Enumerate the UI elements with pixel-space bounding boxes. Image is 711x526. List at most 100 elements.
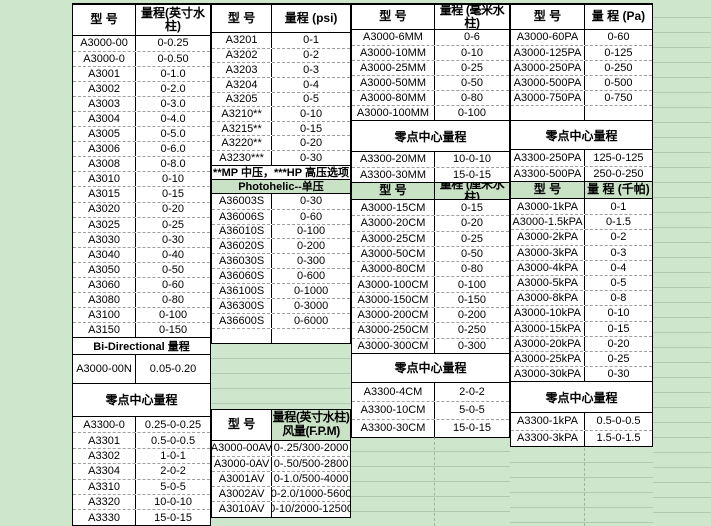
model-cell[interactable]: A3203 [212, 63, 273, 77]
model-cell[interactable]: A3000-80CM [352, 262, 435, 277]
range-cell[interactable]: 0-6 [464, 31, 480, 44]
model-cell[interactable]: A3000-5kPA [511, 275, 585, 291]
model-cell[interactable]: A3000-4kPA [511, 260, 585, 275]
model-cell[interactable]: A3001 [73, 67, 137, 82]
column-header-model[interactable]: 型 号 [73, 5, 137, 35]
range-cell[interactable]: 0-200 [457, 309, 487, 322]
range-cell[interactable] [585, 106, 652, 120]
range-cell[interactable]: 0-60 [162, 278, 185, 291]
model-cell[interactable]: A3020 [73, 202, 137, 217]
model-cell[interactable]: A3000-8kPA [511, 291, 585, 306]
model-cell[interactable]: A3000-125PA [511, 46, 585, 60]
model-cell[interactable]: A36020S [212, 239, 273, 254]
range-cell[interactable]: 0-1 [610, 200, 627, 213]
model-cell[interactable]: A3301 [73, 433, 137, 448]
range-cell[interactable]: 0-.50/500-2800 [273, 457, 349, 470]
model-cell[interactable]: A3310 [73, 479, 137, 495]
range-cell[interactable]: 0-5 [303, 93, 320, 106]
range-cell[interactable]: 0-125 [604, 46, 633, 59]
range-cell[interactable]: 0-8.0 [160, 158, 186, 171]
column-header-model[interactable]: 型 号 [352, 183, 435, 199]
range-cell[interactable]: 0-25 [607, 352, 630, 365]
range-cell[interactable]: 0-300 [297, 255, 326, 268]
range-cell[interactable]: 10-0-10 [453, 153, 491, 166]
range-cell[interactable]: 0-1000 [293, 285, 329, 297]
model-cell[interactable]: A3005 [73, 127, 137, 142]
range-cell[interactable]: 0-0.50 [157, 53, 189, 66]
range-cell[interactable]: 0-4.0 [160, 113, 186, 126]
range-cell[interactable]: 0-10 [460, 46, 483, 59]
model-cell[interactable]: A3000-100MM [352, 106, 435, 120]
range-cell[interactable]: 0-1.5 [605, 216, 632, 229]
model-cell[interactable]: A3000-50CM [352, 246, 435, 262]
model-cell[interactable]: A3000-80MM [352, 91, 435, 105]
model-cell[interactable]: A3000-2kPA [511, 230, 585, 245]
range-cell[interactable]: 0-15 [300, 122, 323, 135]
range-cell[interactable]: 0.05-0.20 [149, 362, 197, 375]
model-cell[interactable]: A3000-20kPA [511, 336, 585, 351]
range-cell[interactable]: 0-3.0 [160, 98, 186, 111]
range-cell[interactable]: 0-40 [162, 248, 185, 261]
model-cell[interactable]: A3304 [73, 464, 137, 479]
model-cell[interactable]: A3080 [73, 292, 137, 307]
range-cell[interactable]: 0-3 [303, 64, 320, 77]
model-cell[interactable]: A3230*** [212, 151, 273, 165]
model-cell[interactable]: A3000-1.5kPA [511, 215, 585, 230]
model-cell[interactable]: A3000-1kPA [511, 199, 585, 215]
column-header-model[interactable]: 型 号 [511, 182, 585, 198]
range-cell[interactable]: 0-30 [300, 195, 323, 208]
range-cell[interactable]: 0-10 [300, 107, 323, 120]
model-cell[interactable]: A3002 [73, 82, 137, 97]
range-cell[interactable]: 0-15 [607, 322, 630, 335]
range-cell[interactable]: 0-6000 [293, 314, 329, 327]
range-cell[interactable]: 0-20 [607, 337, 630, 350]
model-cell[interactable]: A3000-6MM [352, 30, 435, 45]
model-cell[interactable]: A3300-10CM [352, 401, 435, 419]
column-header-range[interactable]: 量 程 (千帕) [587, 182, 650, 197]
section-banner[interactable]: 零点中心量程 [351, 352, 510, 383]
range-cell[interactable]: 0-20 [162, 203, 185, 216]
model-cell[interactable]: A3025 [73, 217, 137, 232]
range-cell[interactable]: 0-1.0 [160, 68, 186, 81]
column-header-range[interactable]: 量程 (psi) [284, 10, 338, 25]
model-cell[interactable]: A3000-200CM [352, 308, 435, 323]
range-cell[interactable]: 0-1 [303, 34, 320, 47]
range-cell[interactable]: 0-600 [297, 270, 326, 283]
range-cell[interactable]: 0-2.0 [160, 83, 186, 96]
model-cell[interactable]: A3205 [212, 92, 273, 107]
section-banner[interactable]: **MP 中压，***HP 高压选项 [211, 164, 351, 180]
model-cell[interactable]: A3300-4CM [352, 382, 435, 401]
model-cell[interactable]: A3300-30MM [352, 168, 435, 182]
model-cell[interactable]: A3000-10kPA [511, 306, 585, 321]
column-header-range[interactable]: 量程(英寸水柱) 风量(F.P.M) [272, 409, 350, 440]
range-cell[interactable]: 0-750 [604, 91, 633, 104]
model-cell[interactable]: A3000-250CM [352, 323, 435, 338]
section-banner[interactable]: 零点中心量程 [510, 381, 653, 414]
model-cell[interactable]: A3300-3kPA [511, 430, 585, 447]
model-cell[interactable]: A3000-0 [73, 52, 137, 67]
model-cell[interactable]: A3050 [73, 262, 137, 277]
model-cell[interactable]: A36006S [212, 209, 273, 224]
model-cell[interactable]: A3003 [73, 97, 137, 112]
model-cell[interactable]: A3000-300CM [352, 338, 435, 353]
range-cell[interactable]: 0.25-0-0.25 [144, 418, 202, 431]
range-cell[interactable]: 0-5.0 [160, 128, 186, 141]
range-cell[interactable]: 0-10/2000-12500 [272, 503, 350, 516]
model-cell[interactable]: A3300-500PA [511, 166, 585, 181]
column-header-model[interactable]: 型 号 [352, 5, 435, 29]
model-cell[interactable]: A3330 [73, 510, 137, 525]
range-cell[interactable] [272, 329, 350, 343]
section-banner[interactable]: 零点中心量程 [351, 120, 510, 152]
model-cell[interactable]: A3000-60PA [511, 30, 585, 45]
range-cell[interactable]: 0-4 [610, 261, 627, 274]
range-cell[interactable]: 0-15 [162, 188, 185, 201]
range-cell[interactable]: 0-20 [460, 217, 483, 230]
range-cell[interactable]: 250-0-250 [593, 167, 644, 180]
range-cell[interactable]: 1.5-0-1.5 [596, 432, 641, 445]
model-cell[interactable]: A3000-150CM [352, 292, 435, 308]
model-cell[interactable]: A3060 [73, 277, 137, 292]
model-cell[interactable]: A3000-50MM [352, 76, 435, 90]
range-cell[interactable]: 0.5-0-0.5 [151, 434, 196, 447]
range-cell[interactable]: 125-0-125 [593, 151, 644, 164]
range-cell[interactable]: 0-25 [162, 218, 185, 231]
